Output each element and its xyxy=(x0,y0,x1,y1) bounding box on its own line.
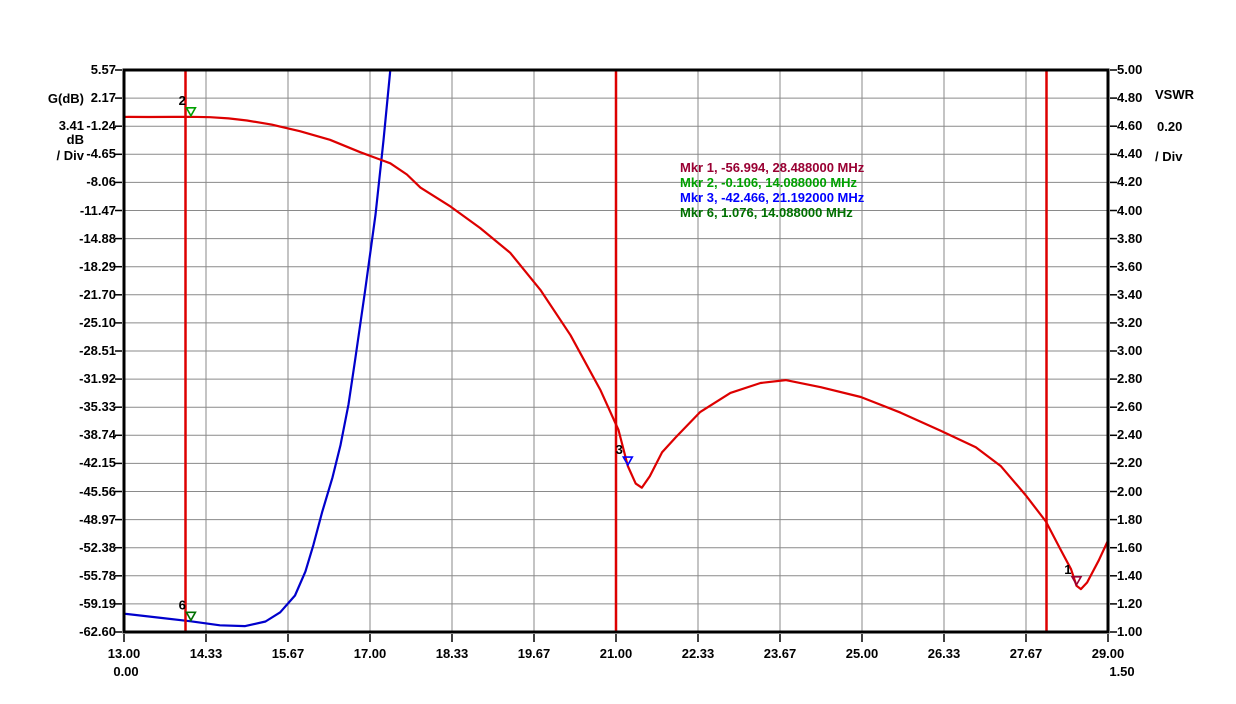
right-axis-tick: 2.40 xyxy=(1117,427,1143,443)
right-axis-tick: 3.60 xyxy=(1117,258,1143,274)
left-axis-tick: -31.92 xyxy=(79,371,116,387)
left-axis-tick: -21.70 xyxy=(79,286,116,302)
right-axis-tick: 3.00 xyxy=(1117,343,1143,358)
marker-1-number: 1 xyxy=(1064,562,1071,577)
right-axis-tick: 3.20 xyxy=(1117,314,1143,330)
right-axis-tick: 1.20 xyxy=(1117,595,1143,611)
left-axis-tick: -25.10 xyxy=(79,314,116,330)
right-axis-per-div-value: 0.20 xyxy=(1157,119,1183,134)
left-axis-tick: -59.19 xyxy=(79,595,116,611)
left-axis-tick: -28.51 xyxy=(79,343,116,358)
left-axis-tick: -52.38 xyxy=(79,539,116,555)
right-axis-tick: 3.40 xyxy=(1117,286,1143,302)
x-axis-tick: 22.33 xyxy=(681,646,715,661)
left-axis-tick: -11.47 xyxy=(79,202,116,218)
plot-frame xyxy=(122,68,1110,634)
vswr-trace xyxy=(122,68,392,628)
x-axis-tick: 29.00 xyxy=(1091,646,1125,661)
x-axis-tick: 21.00 xyxy=(599,646,633,661)
marker-2-glyph[interactable] xyxy=(185,106,197,118)
left-axis-tick: -48.97 xyxy=(79,511,116,527)
x-axis-tick: 15.67 xyxy=(271,646,305,661)
x-axis-secondary-first: 0.00 xyxy=(113,664,139,679)
right-axis-tick: 4.00 xyxy=(1117,202,1143,218)
left-axis-per-div-value: 3.41 xyxy=(58,118,84,133)
marker-1-glyph[interactable] xyxy=(1070,575,1083,587)
right-axis-tick: 4.40 xyxy=(1117,146,1143,162)
left-axis-tick: -38.74 xyxy=(79,427,116,443)
x-axis-tick: 25.00 xyxy=(845,646,879,661)
x-axis-tick: 17.00 xyxy=(353,646,387,661)
left-axis-tick: -4.65 xyxy=(86,146,116,162)
right-axis-tick: 4.20 xyxy=(1117,174,1143,190)
x-axis-tick: 27.67 xyxy=(1009,646,1043,661)
right-axis-tick: 2.60 xyxy=(1117,399,1143,415)
x-axis-tick: 23.67 xyxy=(763,646,797,661)
left-axis-tick: -62.60 xyxy=(79,624,116,639)
x-axis-tick: 26.33 xyxy=(927,646,961,661)
left-axis-tick: -55.78 xyxy=(79,567,116,583)
left-axis-tick: -45.56 xyxy=(79,483,116,499)
gain-trace xyxy=(122,115,1110,591)
left-axis-tick: -1.24 xyxy=(86,118,116,134)
right-axis-tick: 1.00 xyxy=(1117,624,1143,639)
marker-2-number: 2 xyxy=(179,93,186,108)
x-axis-tick: 19.67 xyxy=(517,646,551,661)
left-axis-unit: dB xyxy=(66,132,84,147)
left-axis-tick: -35.33 xyxy=(79,399,116,415)
right-axis-tick: 4.80 xyxy=(1117,90,1143,106)
marker-3-number: 3 xyxy=(616,442,623,457)
x-axis-secondary-last: 1.50 xyxy=(1109,664,1135,679)
left-axis-tick: 2.17 xyxy=(90,90,116,106)
right-axis-tick: 1.40 xyxy=(1117,567,1143,583)
right-axis-tick: 2.00 xyxy=(1117,483,1143,499)
left-axis-tick: -8.06 xyxy=(86,174,116,190)
right-axis-tick: 1.80 xyxy=(1117,511,1143,527)
marker-6-glyph[interactable] xyxy=(185,611,197,622)
marker-3-glyph[interactable] xyxy=(621,456,634,467)
x-axis-tick: 14.33 xyxy=(189,646,223,661)
right-axis-div-label: / Div xyxy=(1155,149,1183,164)
left-axis-tick: 5.57 xyxy=(90,62,116,77)
marker-readout-line: Mkr 3, -42.466, 21.192000 MHz xyxy=(680,190,865,205)
right-axis-tick: 3.80 xyxy=(1117,230,1143,246)
right-axis-tick: 4.60 xyxy=(1117,118,1143,134)
left-axis-title: G(dB) xyxy=(47,91,84,106)
right-axis-tick: 5.00 xyxy=(1117,62,1143,77)
left-axis-div-label: / Div xyxy=(56,148,84,163)
left-axis-tick: -18.29 xyxy=(79,258,116,274)
marker-readout-line: Mkr 2, -0.106, 14.088000 MHz xyxy=(680,175,858,190)
right-axis-tick: 2.80 xyxy=(1117,371,1143,387)
x-axis-tick: 18.33 xyxy=(435,646,469,661)
marker-readout-line: Mkr 6, 1.076, 14.088000 MHz xyxy=(680,205,853,220)
right-axis-tick: 2.20 xyxy=(1117,455,1143,471)
left-axis-tick: -42.15 xyxy=(79,455,116,471)
x-axis-tick: 13.00 xyxy=(107,646,141,661)
left-axis-tick: -14.88 xyxy=(79,230,116,246)
marker-6-number: 6 xyxy=(179,597,186,612)
marker-readout-line: Mkr 1, -56.994, 28.488000 MHz xyxy=(680,160,865,175)
right-axis-tick: 1.60 xyxy=(1117,539,1143,555)
right-axis-title: VSWR xyxy=(1155,87,1194,102)
